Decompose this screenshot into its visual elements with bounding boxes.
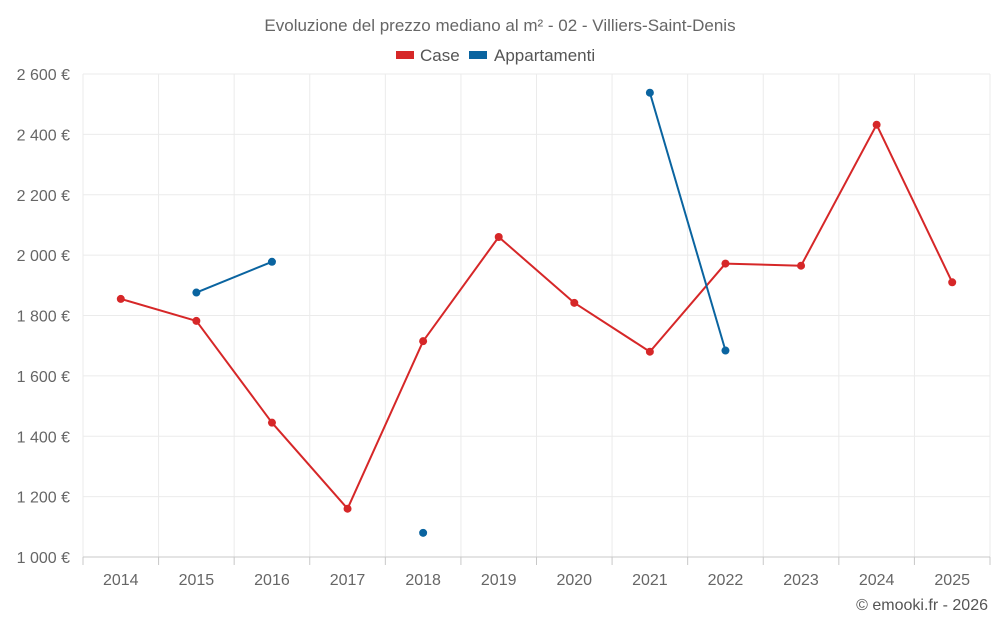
data-point-case[interactable] [872,120,881,129]
y-tick-label: 2 400 € [17,127,70,144]
data-point-appartamenti[interactable] [192,288,201,297]
data-point-appartamenti[interactable] [419,528,428,537]
chart-title: Evoluzione del prezzo mediano al m² - 02… [264,16,735,35]
series-line-appartamenti [195,260,273,294]
legend-swatch-case [396,51,414,59]
series-case [116,120,957,513]
x-tick-label: 2019 [481,572,517,589]
data-point-appartamenti[interactable] [721,346,730,355]
x-tick-label: 2014 [103,572,139,589]
x-tick-label: 2017 [330,572,366,589]
data-point-case[interactable] [494,233,503,242]
series-line-case [120,123,954,510]
data-point-case[interactable] [570,298,579,307]
data-point-case[interactable] [116,294,125,303]
data-point-case[interactable] [721,259,730,268]
x-tick-label: 2020 [556,572,592,589]
series [116,88,957,537]
data-point-case[interactable] [419,337,428,346]
y-tick-label: 1 000 € [17,550,70,567]
x-tick-label: 2025 [934,572,970,589]
x-tick-label: 2023 [783,572,819,589]
series-line-appartamenti [648,92,727,351]
legend-item-appartamenti[interactable]: Appartamenti [469,46,595,65]
data-point-appartamenti[interactable] [267,257,276,266]
data-point-case[interactable] [267,418,276,427]
y-tick-label: 1 800 € [17,309,70,326]
x-tick-label: 2024 [859,572,895,589]
y-tick-label: 1 400 € [17,429,70,446]
x-tick-label: 2022 [708,572,744,589]
legend-item-case[interactable]: Case [396,46,460,65]
x-tick-label: 2015 [179,572,215,589]
series-appartamenti [192,88,730,537]
legend-label-appartamenti: Appartamenti [494,46,595,65]
x-tick-label: 2016 [254,572,290,589]
legend-swatch-appartamenti [469,51,487,59]
data-point-case[interactable] [192,316,201,325]
data-point-case[interactable] [645,347,654,356]
credit: © emooki.fr - 2026 [856,597,988,614]
legend: Case Appartamenti [396,46,595,65]
y-tick-label: 2 200 € [17,188,70,205]
y-tick-label: 1 200 € [17,490,70,507]
x-tick-label: 2018 [405,572,441,589]
y-tick-label: 2 600 € [17,67,70,84]
data-point-case[interactable] [797,261,806,270]
axes: 1 000 € 1 200 € 1 400 € 1 600 € 1 800 € 2 000… [17,67,991,589]
legend-label-case: Case [420,46,460,65]
grid [82,73,991,557]
data-point-appartamenti[interactable] [645,88,654,97]
y-tick-label: 2 000 € [17,248,70,265]
y-tick-label: 1 600 € [17,369,70,386]
x-tick-label: 2021 [632,572,668,589]
data-point-case[interactable] [343,504,352,513]
data-point-case[interactable] [948,278,957,287]
